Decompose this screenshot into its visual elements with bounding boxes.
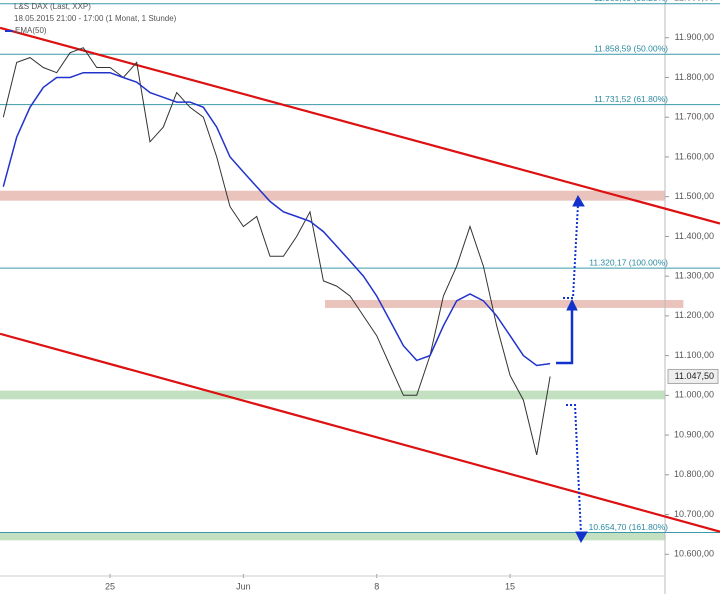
zone <box>0 190 665 201</box>
y-tick-label: 10.600,00 <box>674 549 714 559</box>
trendline <box>0 26 720 225</box>
fib-label: 11.731,52 (61.80%) <box>594 94 668 104</box>
fib-label: 10.654,70 (161.80%) <box>589 522 669 532</box>
x-tick-label: 8 <box>374 581 379 591</box>
fib-label: 11.858,59 (50.00%) <box>594 43 668 53</box>
arrow <box>566 404 582 535</box>
arrows <box>556 194 588 544</box>
arrow <box>563 203 579 299</box>
y-tick-label: 11.100,00 <box>675 350 714 360</box>
price-line <box>2 47 551 456</box>
x-tick-label: 25 <box>105 581 115 591</box>
chart-title: L&S DAX (Last, XXP) <box>14 2 91 11</box>
ema-line <box>2 71 551 367</box>
y-tick-label: 11.200,00 <box>675 310 714 320</box>
arrow-head <box>575 531 588 544</box>
arrow <box>556 308 574 365</box>
arrow-head <box>566 298 578 311</box>
y-tick-label: 10.900,00 <box>674 429 714 439</box>
zone <box>0 532 665 541</box>
x-tick-label: Jun <box>236 581 251 591</box>
legend-label: EMA(50) <box>15 26 47 35</box>
chart-subtitle: 18.05.2015 21:00 - 17:00 (1 Monat, 1 Stu… <box>14 14 177 23</box>
y-tick-label: 11.900,00 <box>675 32 714 42</box>
y-tick-label: 10.700,00 <box>674 509 714 519</box>
y-tick-label: 11.700,00 <box>675 112 714 122</box>
zone <box>0 390 665 400</box>
zone <box>324 299 684 308</box>
x-tick-label: 15 <box>505 581 515 591</box>
y-tick-label: 11.800,00 <box>675 72 714 82</box>
trendline <box>0 332 720 533</box>
y-tick-label: 11.600,00 <box>675 151 714 161</box>
y-tick-label: 11.000,00 <box>675 390 714 400</box>
arrow-head <box>572 194 585 207</box>
y-tick-label: 12.000,00 <box>674 0 714 2</box>
last-price-box <box>667 368 719 384</box>
fib-label: 11.320,17 (100.00%) <box>589 257 668 267</box>
y-tick-label: 11.400,00 <box>675 231 714 241</box>
y-tick-label: 10.800,00 <box>674 469 714 479</box>
fib-label: 11.985,65 (38.20%) <box>594 0 668 3</box>
last-price-label: 11.047,50 <box>675 371 714 381</box>
y-tick-label: 11.300,00 <box>675 271 714 281</box>
y-tick-label: 11.500,00 <box>675 191 714 201</box>
